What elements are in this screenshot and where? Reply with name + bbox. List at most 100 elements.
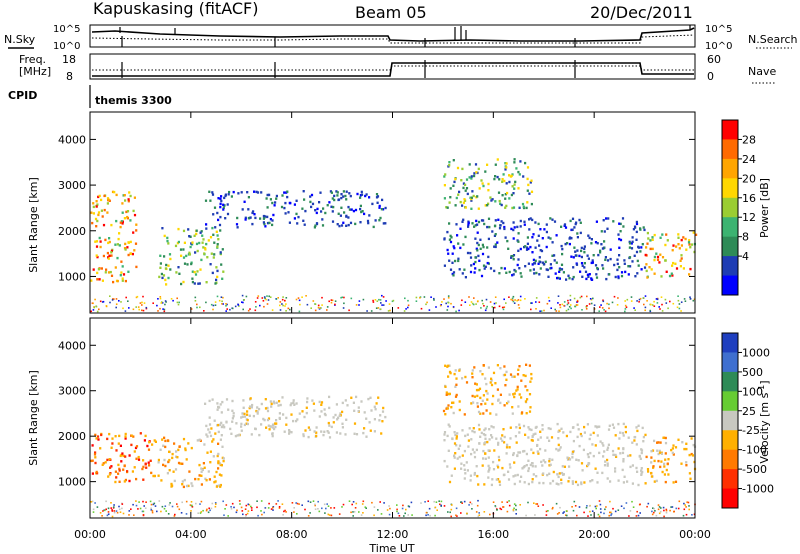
- scatter-cell: [487, 456, 490, 459]
- scatter-cell: [493, 449, 496, 452]
- scatter-cell: [231, 409, 234, 412]
- scatter-cell: [565, 434, 568, 438]
- scatter-cell: [530, 438, 533, 442]
- scatter-cell: [659, 465, 662, 469]
- scatter-cell: [448, 480, 452, 484]
- scatter-cell: [513, 482, 516, 486]
- ground-scatter-cell: [235, 511, 238, 514]
- scatter-cell: [596, 426, 599, 429]
- scatter-cell: [274, 201, 277, 204]
- scatter-cell: [207, 470, 210, 473]
- scatter-cell: [456, 457, 459, 460]
- scatter-cell: [480, 274, 484, 278]
- scatter-cell: [241, 208, 244, 211]
- scatter-cell: [560, 471, 564, 475]
- scatter-cell: [463, 477, 466, 480]
- scatter-cell: [525, 412, 528, 415]
- ground-scatter-cell: [660, 296, 663, 298]
- scatter-cell: [531, 251, 534, 254]
- scatter-cell: [137, 458, 141, 461]
- ground-scatter-cell: [173, 515, 176, 517]
- scatter-cell: [483, 222, 486, 226]
- scatter-cell: [107, 241, 110, 245]
- scatter-cell: [665, 270, 668, 273]
- scatter-cell: [524, 385, 527, 388]
- ground-scatter-cell: [321, 304, 323, 306]
- ground-scatter-cell: [600, 304, 602, 306]
- ground-scatter-cell: [567, 302, 570, 304]
- scatter-cell: [181, 462, 184, 465]
- ground-scatter-cell: [314, 303, 317, 305]
- scatter-cell: [134, 242, 138, 245]
- scatter-cell: [200, 483, 203, 486]
- scatter-cell: [90, 211, 93, 214]
- scatter-cell: [526, 236, 529, 239]
- ground-scatter-cell: [458, 309, 460, 312]
- scatter-cell: [551, 458, 554, 461]
- scatter-cell: [260, 191, 263, 194]
- ground-scatter-cell: [653, 507, 655, 510]
- colorbar-swatch: [722, 391, 738, 412]
- scatter-cell: [646, 276, 649, 279]
- scatter-cell: [644, 482, 647, 485]
- scatter-cell: [123, 464, 126, 468]
- scatter-cell: [598, 425, 601, 428]
- scatter-cell: [249, 216, 252, 219]
- ground-scatter-cell: [299, 303, 301, 306]
- scatter-cell: [147, 461, 150, 464]
- scatter-cell: [493, 224, 497, 228]
- scatter-cell: [348, 208, 351, 211]
- scatter-cell: [526, 242, 529, 245]
- ground-scatter-cell: [466, 512, 468, 515]
- ground-scatter-cell: [209, 509, 211, 512]
- scatter-cell: [476, 405, 479, 408]
- scatter-cell: [553, 254, 556, 257]
- scatter-cell: [504, 193, 507, 196]
- scatter-cell: [201, 468, 204, 472]
- ground-scatter-cell: [135, 500, 137, 502]
- scatter-cell: [682, 267, 685, 270]
- scatter-cell: [584, 270, 588, 273]
- scatter-cell: [489, 412, 492, 415]
- scatter-cell: [345, 198, 348, 201]
- scatter-cell: [330, 425, 333, 429]
- scatter-cell: [199, 231, 202, 234]
- scatter-cell: [476, 402, 479, 405]
- scatter-cell: [494, 233, 497, 236]
- scatter-cell: [525, 206, 528, 210]
- scatter-cell: [606, 462, 609, 465]
- ground-scatter-cell: [285, 303, 287, 305]
- scatter-cell: [535, 271, 538, 275]
- scatter-cell: [503, 227, 506, 231]
- scatter-cell: [452, 401, 455, 404]
- ground-scatter-cell: [517, 304, 520, 306]
- scatter-cell: [461, 429, 464, 432]
- scatter-cell: [481, 243, 484, 247]
- scatter-cell: [469, 479, 472, 482]
- ground-scatter-cell: [578, 506, 581, 508]
- ground-scatter-cell: [307, 515, 310, 517]
- scatter-cell: [589, 433, 592, 436]
- ground-scatter-cell: [268, 295, 270, 298]
- colorbar-swatch: [722, 333, 738, 353]
- ground-scatter-cell: [397, 512, 400, 515]
- scatter-cell: [516, 388, 519, 391]
- ground-scatter-cell: [624, 300, 626, 302]
- scatter-cell: [661, 233, 664, 236]
- ground-scatter-cell: [635, 515, 638, 517]
- scatter-cell: [621, 451, 625, 455]
- ground-scatter-cell: [180, 512, 183, 514]
- scatter-cell: [554, 272, 557, 275]
- scatter-cell: [484, 204, 487, 207]
- ground-scatter-cell: [254, 309, 257, 312]
- scatter-cell: [326, 430, 329, 433]
- scatter-cell: [560, 427, 563, 430]
- ground-scatter-cell: [461, 299, 463, 302]
- scatter-cell: [477, 207, 480, 210]
- scatter-cell: [603, 464, 607, 467]
- ground-scatter-cell: [181, 501, 183, 504]
- scatter-cell: [345, 214, 348, 218]
- scatter-cell: [159, 262, 162, 265]
- scatter-cell: [583, 251, 586, 254]
- scatter-cell: [92, 202, 95, 205]
